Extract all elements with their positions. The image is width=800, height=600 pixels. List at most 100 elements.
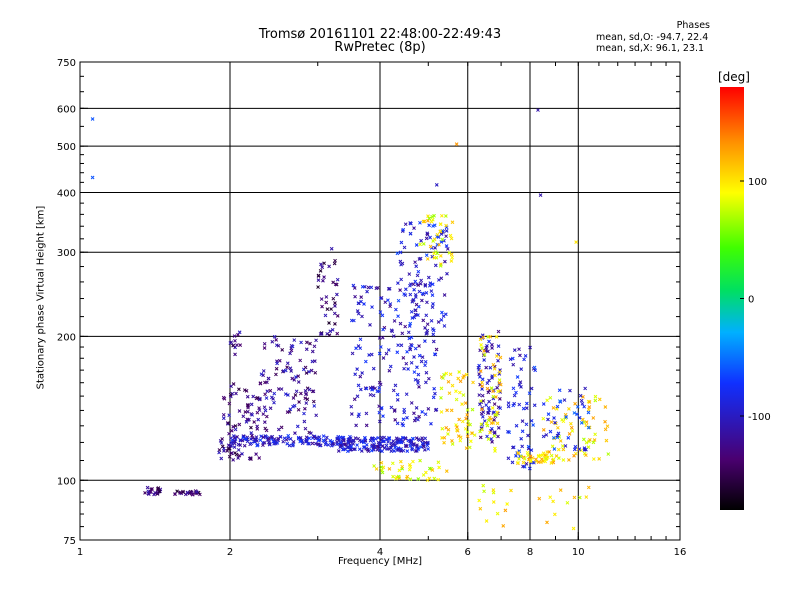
data-point xyxy=(546,417,550,422)
data-point xyxy=(558,439,563,443)
data-point xyxy=(281,439,286,444)
data-point xyxy=(454,142,459,146)
data-point xyxy=(423,363,427,368)
data-point xyxy=(378,382,383,387)
data-point xyxy=(455,428,460,433)
data-point xyxy=(330,327,335,332)
data-point xyxy=(335,442,339,447)
data-point xyxy=(545,520,549,525)
data-point xyxy=(506,456,511,461)
data-point xyxy=(283,368,288,373)
data-point xyxy=(488,334,493,339)
data-point xyxy=(570,429,575,433)
data-point xyxy=(518,454,522,459)
data-point xyxy=(410,446,414,451)
data-point xyxy=(442,372,446,377)
data-point xyxy=(424,370,429,375)
x-tick-label: 1 xyxy=(77,547,83,558)
data-point xyxy=(304,371,309,375)
data-point xyxy=(365,289,369,294)
data-point xyxy=(456,376,461,381)
data-point xyxy=(269,435,274,440)
data-point xyxy=(233,439,238,444)
data-point xyxy=(246,405,250,410)
data-point xyxy=(227,413,232,418)
data-point xyxy=(238,438,243,442)
data-point xyxy=(444,244,449,248)
data-point xyxy=(439,395,443,400)
data-point xyxy=(293,375,298,379)
data-point xyxy=(410,436,415,441)
data-point xyxy=(264,414,269,419)
data-point xyxy=(413,312,418,317)
data-point xyxy=(398,459,403,464)
data-point xyxy=(490,346,494,350)
data-point xyxy=(303,406,307,411)
data-point xyxy=(549,420,554,424)
data-point xyxy=(371,439,376,443)
data-point xyxy=(275,441,280,445)
data-point xyxy=(263,380,267,385)
data-point xyxy=(256,417,261,422)
data-point xyxy=(391,334,396,338)
data-point xyxy=(242,388,247,392)
data-point xyxy=(526,444,531,449)
data-point xyxy=(587,400,592,404)
data-point xyxy=(382,439,386,443)
data-point xyxy=(439,276,444,281)
data-point xyxy=(296,407,301,412)
data-point xyxy=(495,385,500,390)
data-point xyxy=(384,351,389,356)
data-point xyxy=(480,387,484,391)
data-point xyxy=(355,309,360,313)
data-point xyxy=(346,449,350,454)
data-point xyxy=(488,365,493,370)
data-point xyxy=(517,347,521,352)
data-point xyxy=(325,307,330,311)
data-point xyxy=(362,435,367,440)
data-point xyxy=(311,399,316,404)
data-point xyxy=(302,419,307,424)
data-point xyxy=(414,264,419,269)
data-point xyxy=(430,468,435,472)
x-tick-label: 4 xyxy=(377,547,383,558)
data-point xyxy=(416,283,421,287)
data-point xyxy=(424,380,428,385)
data-point xyxy=(263,392,267,397)
data-point xyxy=(532,365,537,370)
data-point xyxy=(456,434,461,438)
data-point xyxy=(257,408,262,412)
data-point xyxy=(432,476,437,481)
data-point xyxy=(517,457,521,461)
data-point xyxy=(491,394,496,399)
data-point xyxy=(318,332,323,336)
data-point xyxy=(291,440,296,444)
data-point xyxy=(552,416,556,420)
data-point xyxy=(593,394,598,399)
data-point xyxy=(461,375,465,380)
data-point xyxy=(492,410,497,415)
data-point xyxy=(433,263,438,268)
data-point xyxy=(478,429,482,434)
data-point xyxy=(343,442,348,447)
data-point xyxy=(155,490,160,495)
data-point xyxy=(405,415,409,420)
data-point xyxy=(316,273,321,278)
data-point xyxy=(586,485,591,490)
data-point xyxy=(525,450,530,455)
data-point xyxy=(568,388,572,393)
data-point xyxy=(487,378,491,383)
data-point xyxy=(408,441,413,446)
data-point xyxy=(249,457,253,462)
data-point xyxy=(588,438,592,442)
data-point xyxy=(360,284,365,289)
data-point xyxy=(228,392,233,397)
data-point xyxy=(479,343,483,347)
data-point xyxy=(324,300,329,305)
data-point xyxy=(524,422,529,427)
data-point xyxy=(329,307,334,311)
data-point xyxy=(323,313,328,318)
data-point xyxy=(355,443,359,447)
data-point xyxy=(508,357,513,362)
data-point xyxy=(421,219,426,224)
